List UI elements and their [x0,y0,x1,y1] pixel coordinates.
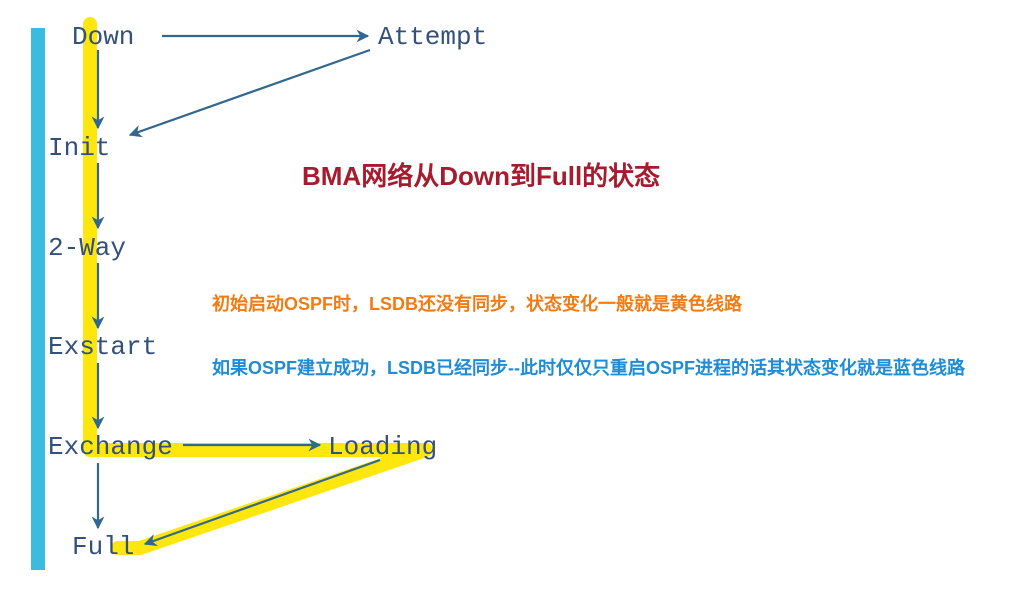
node-exstart: Exstart [48,332,157,362]
node-2way: 2-Way [48,233,126,263]
node-exchange: Exchange [48,432,173,462]
diagram-title: BMA网络从Down到Full的状态 [302,156,660,193]
node-down: Down [72,22,134,52]
node-init: Init [48,133,110,163]
node-attempt: Attempt [378,22,487,52]
diagram-canvas: Down Attempt Init 2-Way Exstart Exchange… [0,0,1016,594]
left-accent-bar [31,28,45,570]
node-full: Full [72,532,134,562]
node-loading: Loading [328,432,437,462]
annotation-yellow-path: 初始启动OSPF时，LSDB还没有同步，状态变化一般就是黄色线路 [212,290,742,316]
annotation-blue-path: 如果OSPF建立成功，LSDB已经同步--此时仅仅只重启OSPF进程的话其状态变… [212,354,965,380]
